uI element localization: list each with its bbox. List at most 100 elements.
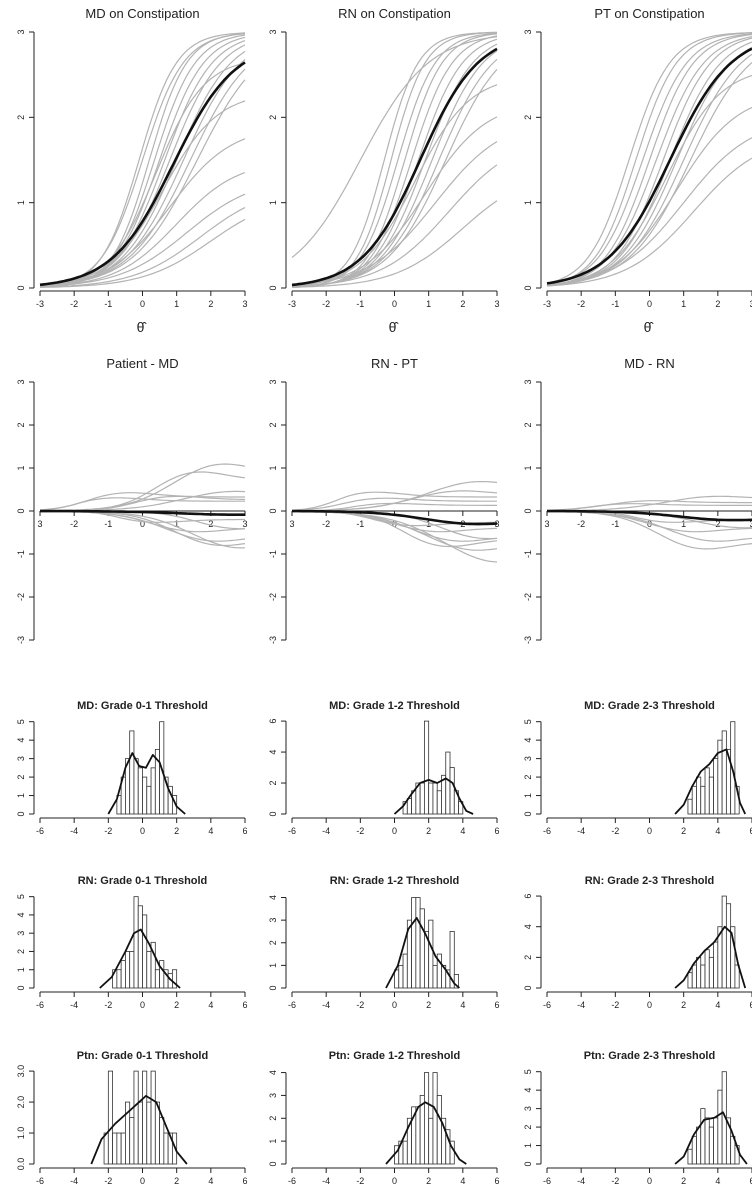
item-curve	[546, 46, 752, 287]
y-tick-label: 2	[523, 115, 533, 120]
histogram-bar	[159, 960, 165, 989]
item-curve	[291, 164, 498, 288]
y-tick-label: -3	[523, 636, 533, 644]
histogram-bar	[150, 767, 156, 815]
x-tick-label: -4	[577, 1000, 585, 1010]
y-tick-label: 2	[268, 422, 278, 427]
x-tick-label: 2	[174, 826, 179, 836]
panel-A2: RN on Constipation 0 1 2 3 -3 -2 -1 0 1 2 3 θ̂	[268, 6, 500, 335]
x-tick-label: 0	[140, 519, 145, 529]
panel-title: Ptn: Grade 2-3 Threshold	[584, 1050, 715, 1062]
item-curve	[546, 37, 752, 287]
panel-C21: RN: Grade 0-1 Threshold 0 1 2 3 4 5 -6 -4 -2 0 2 4 6	[16, 875, 248, 1010]
histogram-bar	[154, 1101, 160, 1165]
histogram-bar	[687, 798, 693, 815]
item-curve	[39, 193, 246, 288]
y-tick-label: -2	[268, 593, 278, 601]
x-tick-label: 2	[681, 1176, 686, 1186]
x-tick-label: 2	[208, 519, 213, 529]
item-curve	[546, 74, 752, 286]
y-tick-label: 1	[268, 1139, 278, 1144]
histogram-bar	[708, 1126, 714, 1165]
x-tick-label: 6	[749, 826, 752, 836]
x-tick-label: 3	[749, 519, 752, 529]
x-tick-label: -4	[70, 826, 78, 836]
histogram-bar	[708, 776, 714, 815]
item-curve	[39, 206, 246, 288]
x-tick-label: -3	[36, 299, 44, 309]
histogram-bar	[406, 798, 412, 815]
y-tick-label: 3	[16, 379, 26, 384]
y-tick-label: 1	[523, 465, 533, 470]
y-tick-label: 0	[523, 811, 533, 816]
histogram-bar	[107, 1070, 114, 1165]
x-tick-label: 1	[174, 299, 179, 309]
y-tick-label: 0	[523, 985, 533, 990]
histogram-bar	[717, 1089, 723, 1165]
item-curve	[546, 32, 752, 286]
histogram-bar	[428, 782, 434, 815]
y-tick-label: 4	[523, 1088, 533, 1093]
panel-title: PT on Constipation	[594, 6, 704, 21]
y-tick-label: 3.0	[16, 1065, 26, 1078]
item-curve	[291, 140, 498, 287]
mean-curve	[292, 509, 498, 526]
item-curve	[39, 62, 246, 287]
x-tick-label: 2	[715, 299, 720, 309]
x-tick-label: 2	[460, 299, 465, 309]
histogram-bar	[721, 730, 727, 815]
y-tick-label: 4	[16, 738, 26, 743]
y-tick-label: 1	[16, 200, 26, 205]
y-tick-label: 0.0	[16, 1158, 26, 1171]
x-tick-label: 0	[647, 1176, 652, 1186]
x-axis-label: θ̂	[644, 319, 655, 335]
x-tick-label: -3	[543, 299, 551, 309]
item-curve	[291, 497, 497, 511]
histogram-bar	[419, 782, 425, 815]
x-tick-label: 4	[208, 1176, 213, 1186]
y-tick-label: 0	[268, 285, 278, 290]
histogram-bar	[445, 751, 451, 815]
y-tick-label: -2	[16, 593, 26, 601]
x-tick-label: 2	[715, 519, 720, 529]
x-tick-label: -6	[288, 826, 296, 836]
histogram-bar	[116, 969, 122, 989]
histogram-bar	[402, 953, 408, 989]
histogram-bar	[700, 1108, 706, 1165]
y-tick-label: 3	[268, 918, 278, 923]
item-curve	[546, 157, 752, 287]
histogram-bar	[696, 1126, 702, 1165]
histogram-bar	[687, 972, 693, 989]
y-tick-label: 2	[16, 949, 26, 954]
x-tick-label: 3	[494, 299, 499, 309]
histogram-bar	[725, 903, 732, 989]
y-tick-label: 3	[523, 379, 533, 384]
y-tick-label: 1	[16, 793, 26, 798]
panel-title: RN - PT	[371, 356, 418, 371]
histogram-bar	[415, 1106, 421, 1165]
x-tick-label: -6	[543, 1176, 551, 1186]
item-curve	[291, 481, 498, 512]
histogram-bar	[436, 1095, 442, 1165]
x-tick-label: -2	[611, 826, 619, 836]
item-curve	[546, 41, 752, 287]
x-tick-label: 2	[426, 1000, 431, 1010]
histogram-bar	[133, 1070, 139, 1165]
x-tick-label: -1	[104, 299, 112, 309]
histogram-bar	[112, 1132, 118, 1165]
x-tick-label: -6	[543, 1000, 551, 1010]
x-tick-label: 2	[426, 1176, 431, 1186]
histogram-bar	[708, 956, 714, 989]
histogram-bar	[436, 790, 442, 815]
histogram-bar	[691, 785, 697, 815]
histogram-bar	[428, 1117, 434, 1165]
x-tick-label: 0	[392, 1000, 397, 1010]
x-tick-label: 3	[242, 519, 247, 529]
x-tick-label: -2	[104, 1176, 112, 1186]
histogram-bar	[146, 1101, 152, 1165]
y-tick-label: 6	[268, 719, 278, 724]
y-tick-label: 0	[523, 508, 533, 513]
histogram-bar	[154, 969, 160, 989]
